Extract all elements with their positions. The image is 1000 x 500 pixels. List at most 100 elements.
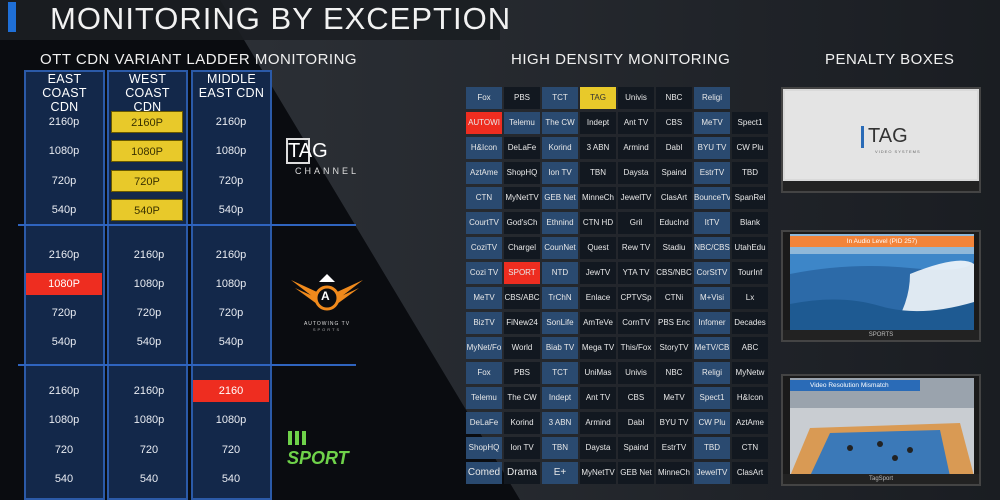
channel-tile[interactable]: CW Plu <box>732 137 768 159</box>
channel-tile[interactable]: PBS <box>504 87 540 109</box>
channel-tile[interactable]: TrChN <box>542 287 578 309</box>
channel-tile[interactable]: Biab TV <box>542 337 578 359</box>
channel-tile[interactable]: Mega TV <box>580 337 616 359</box>
channel-tile[interactable]: StoryTV <box>656 337 692 359</box>
channel-tile[interactable]: TBN <box>580 162 616 184</box>
channel-tile[interactable]: Cozi TV <box>466 262 502 284</box>
channel-tile[interactable]: JewTV <box>580 262 616 284</box>
channel-tile[interactable]: DeLaFe <box>504 137 540 159</box>
channel-tile[interactable]: Enlace <box>580 287 616 309</box>
channel-tile[interactable]: DeLaFe <box>466 412 502 434</box>
channel-tile[interactable]: MeTV <box>656 387 692 409</box>
channel-tile[interactable]: This/Fox <box>618 337 654 359</box>
channel-tile[interactable]: M+Visi <box>694 287 730 309</box>
channel-tile[interactable]: MyNetw <box>732 362 768 384</box>
channel-tile[interactable]: Blank <box>732 212 768 234</box>
channel-tile[interactable]: Fox <box>466 362 502 384</box>
channel-tile[interactable]: World <box>504 337 540 359</box>
channel-tile[interactable]: CTNi <box>656 287 692 309</box>
channel-tile[interactable]: Religi <box>694 362 730 384</box>
channel-tile[interactable]: Dabl <box>618 412 654 434</box>
channel-tile[interactable]: Spaind <box>656 162 692 184</box>
channel-tile[interactable]: Armind <box>618 137 654 159</box>
channel-tile[interactable]: Religi <box>694 87 730 109</box>
channel-tile[interactable]: Univis <box>618 87 654 109</box>
channel-tile[interactable]: Decades <box>732 312 768 334</box>
channel-tile[interactable]: CW Plu <box>694 412 730 434</box>
channel-tile[interactable]: NBC/CBS <box>694 237 730 259</box>
channel-tile[interactable]: Quest <box>580 237 616 259</box>
channel-tile[interactable]: NBC <box>656 362 692 384</box>
channel-tile[interactable]: CTN <box>732 437 768 459</box>
channel-tile[interactable]: Rew TV <box>618 237 654 259</box>
channel-tile[interactable]: UniMas <box>580 362 616 384</box>
channel-tile[interactable]: YTA TV <box>618 262 654 284</box>
channel-tile[interactable]: The CW <box>542 112 578 134</box>
channel-tile[interactable]: The CW <box>504 387 540 409</box>
channel-tile[interactable]: Ethnind <box>542 212 578 234</box>
channel-tile[interactable]: Univis <box>618 362 654 384</box>
channel-tile[interactable]: GEB Net <box>542 187 578 209</box>
channel-tile[interactable]: E+ <box>542 462 578 484</box>
channel-tile[interactable]: ItTV <box>694 212 730 234</box>
channel-tile[interactable]: GEB Net <box>618 462 654 484</box>
penalty-box-1[interactable]: TAG VIDEO SYSTEMS <box>781 87 981 193</box>
channel-tile[interactable]: CornTV <box>618 312 654 334</box>
channel-tile[interactable]: CTN <box>466 187 502 209</box>
channel-tile[interactable]: CorStTV <box>694 262 730 284</box>
channel-tile[interactable]: MinneCh <box>656 462 692 484</box>
channel-tile[interactable]: Chargel <box>504 237 540 259</box>
channel-tile[interactable]: H&Icon <box>466 137 502 159</box>
channel-tile[interactable]: CBS/ABC <box>504 287 540 309</box>
channel-tile[interactable]: MyNetTV <box>580 462 616 484</box>
channel-tile[interactable]: Gril <box>618 212 654 234</box>
channel-tile[interactable]: NBC <box>656 87 692 109</box>
channel-tile[interactable]: Ion TV <box>542 162 578 184</box>
channel-tile[interactable]: EducInd <box>656 212 692 234</box>
channel-tile[interactable]: TBN <box>542 437 578 459</box>
channel-tile[interactable]: BYU TV <box>694 137 730 159</box>
channel-tile[interactable]: MeTV <box>466 287 502 309</box>
channel-tile[interactable]: Telemu <box>466 387 502 409</box>
channel-tile[interactable]: TourInf <box>732 262 768 284</box>
channel-tile[interactable]: Telemu <box>504 112 540 134</box>
channel-tile[interactable]: BounceTV <box>694 187 730 209</box>
channel-tile[interactable]: 3 ABN <box>542 412 578 434</box>
penalty-box-3[interactable]: Video Resolution Mismatch TagSport <box>781 374 981 486</box>
channel-tile[interactable]: Korind <box>504 412 540 434</box>
channel-tile[interactable]: Spect1 <box>732 112 768 134</box>
channel-tile[interactable]: Drama <box>504 462 540 484</box>
channel-tile[interactable]: CBS <box>618 387 654 409</box>
channel-tile[interactable]: SonLife <box>542 312 578 334</box>
channel-tile[interactable]: UtahEdu <box>732 237 768 259</box>
channel-tile[interactable]: 3 ABN <box>580 137 616 159</box>
channel-tile[interactable]: Indept <box>580 112 616 134</box>
channel-tile[interactable]: God'sCh <box>504 212 540 234</box>
channel-tile[interactable]: ClasArt <box>656 187 692 209</box>
channel-tile[interactable]: SpanRel <box>732 187 768 209</box>
channel-tile[interactable]: SPORT <box>504 262 540 284</box>
channel-tile[interactable]: Ion TV <box>504 437 540 459</box>
channel-tile[interactable]: AztAme <box>466 162 502 184</box>
channel-tile[interactable]: CBS/NBC <box>656 262 692 284</box>
channel-tile[interactable]: NTD <box>542 262 578 284</box>
channel-tile[interactable]: Ant TV <box>580 387 616 409</box>
channel-tile[interactable]: MinneCh <box>580 187 616 209</box>
channel-tile[interactable]: CBS <box>656 112 692 134</box>
channel-tile[interactable]: CoziTV <box>466 237 502 259</box>
channel-tile[interactable]: EstrTV <box>656 437 692 459</box>
channel-tile[interactable]: Dabl <box>656 137 692 159</box>
channel-tile[interactable]: H&Icon <box>732 387 768 409</box>
channel-tile[interactable]: FiNew24 <box>504 312 540 334</box>
channel-tile[interactable]: Indept <box>542 387 578 409</box>
channel-tile[interactable]: Spaind <box>618 437 654 459</box>
channel-tile[interactable]: MyNet/Fo <box>466 337 502 359</box>
channel-tile[interactable]: ShopHQ <box>504 162 540 184</box>
channel-tile[interactable]: ABC <box>732 337 768 359</box>
channel-tile[interactable]: CPTVSp <box>618 287 654 309</box>
channel-tile[interactable]: CourtTV <box>466 212 502 234</box>
channel-tile[interactable]: TCT <box>542 87 578 109</box>
channel-tile[interactable]: Armind <box>580 412 616 434</box>
channel-tile[interactable]: JewelTV <box>618 187 654 209</box>
penalty-box-2[interactable]: In Audio Level (PID 257) SPORTS <box>781 230 981 342</box>
